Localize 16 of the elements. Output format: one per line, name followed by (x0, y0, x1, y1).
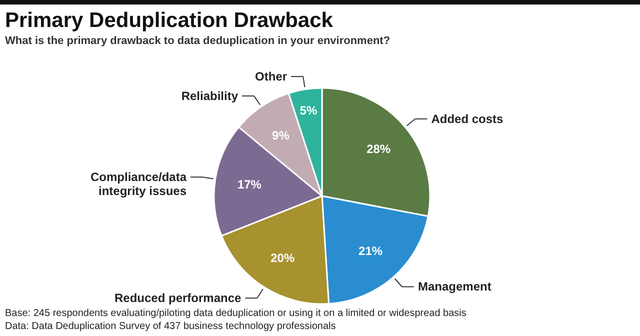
slice-label: Compliance/data integrity issues (90, 170, 187, 198)
slice-label: Reliability (181, 88, 238, 103)
data-label: 5% (300, 104, 318, 118)
data-label: 17% (237, 178, 262, 192)
text: Base: 245 respondents evaluating/piloting data deduplication or using it on a limited or widespread basis (5, 308, 466, 319)
data-label: 9% (272, 128, 290, 142)
chart-title: Primary Deduplication Drawback (5, 9, 334, 32)
slice-label: Management (418, 280, 492, 294)
data-label: 28% (366, 142, 391, 156)
slice-label: Other (255, 70, 288, 84)
slice-label: Added costs (431, 112, 504, 126)
data-label: 21% (358, 244, 383, 258)
chart-subtitle: What is the primary drawback to data deduplication in your environment? (5, 35, 390, 47)
text: Data: Data Deduplication Survey of 437 business technology professionals (5, 321, 336, 332)
slice-label: Reduced performance (114, 291, 242, 306)
data-label: 20% (270, 251, 295, 266)
